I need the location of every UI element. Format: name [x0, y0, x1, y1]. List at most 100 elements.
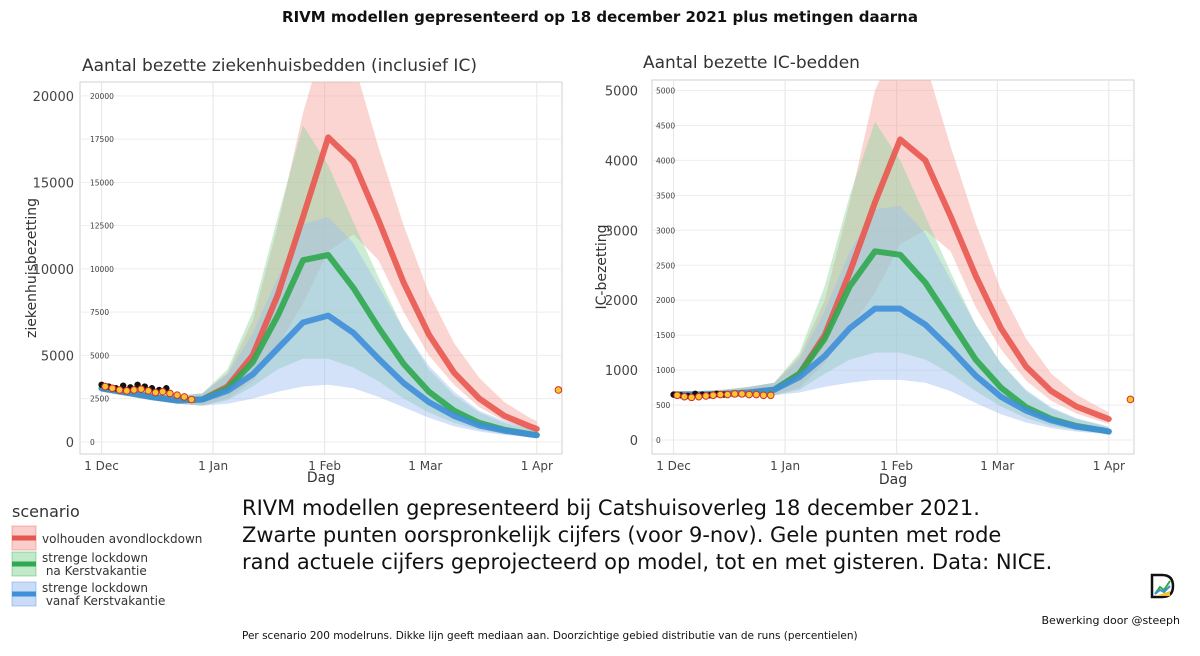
x-tick-label: 1 Jan — [770, 459, 800, 473]
legend-label: strenge lockdown — [42, 551, 148, 565]
y-axis-label: ziekenhuisbezetting — [24, 198, 40, 338]
data-point-yellow — [702, 392, 710, 400]
x-tick-label: 1 Apr — [521, 459, 553, 473]
data-point-yellow — [144, 387, 153, 395]
data-point-yellow — [158, 387, 167, 396]
data-point-yellow — [122, 387, 131, 395]
data-point-yellow — [180, 393, 189, 401]
x-tick-label: 1 Mar — [980, 459, 1014, 473]
data-point-yellow — [673, 391, 681, 400]
y-tick-label-small: 2000 — [656, 296, 675, 305]
y-tick-label: 4000 — [605, 154, 638, 169]
y-tick-label-small: 4500 — [656, 121, 675, 130]
credit-text: Bewerking door @steeph — [1041, 614, 1180, 627]
y-tick-label-small: 1000 — [656, 366, 675, 375]
y-tick-label-small: 3000 — [656, 226, 675, 235]
y-tick-label-small: 2500 — [90, 395, 109, 404]
y-tick-label-small: 1500 — [656, 331, 675, 340]
data-point-yellow — [766, 391, 775, 400]
y-tick-label: 1000 — [605, 364, 638, 379]
data-point-yellow — [738, 390, 746, 398]
y-axis-label: IC-bezetting — [594, 224, 610, 309]
page-title: RIVM modellen gepresenteerd op 18 decemb… — [282, 8, 918, 26]
data-point-yellow — [752, 390, 761, 399]
y-tick-label-small: 2500 — [656, 261, 675, 270]
x-axis-label: Dag — [879, 472, 907, 488]
y-tick-label: 0 — [66, 436, 74, 451]
chart-hospital-beds: 0 5000 10000 15000 20000 0 2500 5000 7500 10000 12… — [24, 81, 563, 486]
y-tick-label-small: 0 — [656, 436, 661, 445]
series-band-1 — [101, 125, 537, 438]
caption-line: rand actuele cijfers geprojecteerd op mo… — [242, 550, 1053, 574]
series-band-2 — [101, 217, 537, 438]
data-point-yellow — [709, 391, 717, 400]
y-tick-label: 5000 — [605, 84, 638, 99]
x-tick-label: 1 Dec — [84, 459, 119, 473]
x-tick-label: 1 Dec — [656, 459, 691, 473]
y-tick-label: 10000 — [33, 263, 74, 278]
legend-label: volhouden avondlockdown — [42, 532, 202, 546]
data-point-yellow — [745, 390, 753, 399]
y-tick-label-small: 17500 — [90, 135, 114, 144]
y-tick-label: 2000 — [605, 294, 638, 309]
data-point-yellow — [680, 392, 689, 401]
y-tick-label-small: 5000 — [90, 351, 109, 360]
x-tick-label: 1 Mar — [408, 459, 442, 473]
footnote-text: Per scenario 200 modelruns. Dikke lijn g… — [242, 630, 858, 642]
data-point-yellow — [730, 390, 739, 398]
data-point-yellow — [173, 391, 181, 399]
x-tick-label: 1 Apr — [1093, 459, 1125, 473]
y-tick-label: 3000 — [605, 224, 638, 239]
chart-ic-beds: 0 1000 2000 3000 4000 5000 0 500 1000 1500 2000 250… — [594, 79, 1135, 488]
plot-area — [98, 82, 562, 439]
y-tick-label-small: 0 — [90, 438, 95, 447]
data-point-yellow — [115, 386, 124, 394]
caption-line: Zwarte punten oorspronkelijk cijfers (vo… — [242, 523, 1002, 547]
y-tick-label-small: 12500 — [90, 222, 114, 231]
plot-area — [670, 80, 1134, 435]
y-tick-label-small: 7500 — [90, 308, 109, 317]
y-tick-label-small: 4000 — [656, 156, 675, 165]
data-point-yellow — [151, 388, 160, 397]
y-tick-label-small: 3500 — [656, 191, 675, 200]
y-tick-label-small: 15000 — [90, 178, 114, 187]
y-tick-label-small: 10000 — [90, 265, 114, 274]
legend-label: strenge lockdown — [42, 581, 148, 595]
caption-line: RIVM modellen gepresenteerd bij Catshuis… — [242, 496, 980, 520]
y-tick-label-small: 500 — [656, 401, 671, 410]
y-tick-label: 0 — [630, 434, 638, 449]
chart-title-ic: Aantal bezette IC-bedden — [643, 53, 860, 73]
series-band-1 — [673, 121, 1109, 434]
data-point-yellow — [137, 385, 145, 393]
data-point-yellow — [187, 395, 196, 404]
chart-title-hospital: Aantal bezette ziekenhuisbedden (inclusi… — [82, 56, 477, 76]
data-point-yellow — [759, 391, 768, 400]
x-tick-label: 1 Jan — [198, 459, 228, 473]
data-point-yellow — [166, 389, 174, 398]
y-tick-label-small: 20000 — [90, 92, 114, 101]
x-tick-label: 1 Feb — [308, 459, 341, 473]
caption: RIVM modellen gepresenteerd bij Catshuis… — [242, 495, 1052, 576]
data-point-yellow — [130, 386, 138, 394]
data-point-yellow — [687, 393, 696, 402]
y-tick-label-small: 5000 — [656, 86, 675, 95]
data-point-yellow — [716, 390, 725, 399]
legend-label: na Kerstvakantie — [42, 564, 147, 578]
y-tick-label: 20000 — [33, 90, 74, 105]
data-point-yellow — [723, 390, 732, 399]
y-tick-label: 15000 — [33, 176, 74, 191]
series-median-2 — [98, 312, 540, 439]
data-point-yellow — [101, 382, 109, 391]
data-point-yellow — [554, 386, 562, 394]
data-point-yellow — [1126, 395, 1134, 404]
x-tick-label: 1 Feb — [880, 459, 913, 473]
y-tick-label: 5000 — [41, 349, 74, 364]
data-point-yellow — [108, 384, 117, 393]
x-axis-label: Dag — [307, 470, 335, 486]
steeph-logo-icon — [1148, 572, 1176, 604]
legend-label: vanaf Kerstvakantie — [42, 594, 165, 608]
data-point-yellow — [694, 392, 703, 401]
legend-title: scenario — [12, 502, 80, 521]
series-band-2 — [673, 205, 1109, 435]
